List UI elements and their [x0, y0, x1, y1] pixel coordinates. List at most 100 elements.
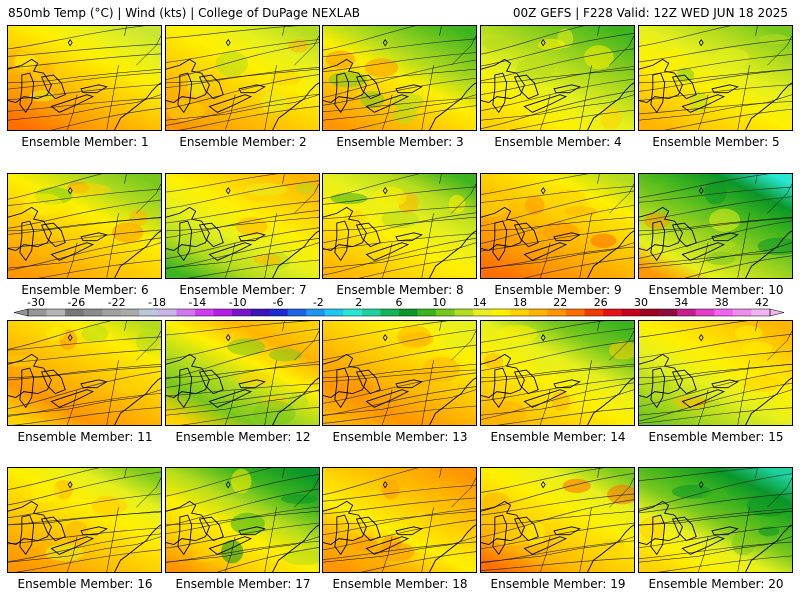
colorbar-tick-label: 10	[432, 296, 446, 309]
ensemble-member-label: Ensemble Member: 16	[17, 577, 153, 591]
ensemble-member-label: Ensemble Member: 1	[21, 135, 149, 149]
ensemble-member-label: Ensemble Member: 13	[332, 430, 468, 444]
ensemble-member-map	[322, 25, 477, 131]
colorbar-swatch	[324, 309, 344, 316]
colorbar-swatch	[584, 309, 604, 316]
ensemble-member-map	[638, 467, 793, 573]
ensemble-member-label: Ensemble Member: 19	[490, 577, 626, 591]
colorbar-swatch	[399, 309, 418, 316]
ensemble-member-label: Ensemble Member: 12	[175, 430, 311, 444]
colorbar-swatch	[120, 309, 140, 316]
colorbar-swatch	[640, 309, 660, 316]
ensemble-member-label: Ensemble Member: 6	[21, 283, 149, 297]
colorbar-swatch	[65, 309, 85, 316]
colorbar-swatch	[417, 309, 437, 316]
colorbar-swatch	[194, 309, 214, 316]
ensemble-member-map	[638, 25, 793, 131]
colorbar-swatch	[46, 309, 66, 316]
colorbar-swatch	[751, 309, 771, 316]
ensemble-member-map	[480, 173, 635, 279]
colorbar-tick-label: -22	[108, 296, 126, 309]
colorbar-tick-label: 14	[473, 296, 487, 309]
ensemble-member-label: Ensemble Member: 17	[175, 577, 311, 591]
colorbar-min-arrow	[13, 308, 29, 317]
ensemble-member-map	[165, 173, 320, 279]
colorbar-tick-label: -30	[27, 296, 45, 309]
colorbar-swatch	[695, 309, 715, 316]
ensemble-member-map	[7, 467, 162, 573]
ensemble-member-map	[480, 467, 635, 573]
colorbar-swatch	[732, 309, 752, 316]
ensemble-member-label: Ensemble Member: 9	[494, 283, 622, 297]
ensemble-member-map	[7, 320, 162, 426]
ensemble-member-map	[638, 173, 793, 279]
colorbar-swatch	[436, 309, 456, 316]
colorbar-tick-label: 6	[396, 296, 403, 309]
ensemble-member-label: Ensemble Member: 11	[17, 430, 153, 444]
ensemble-member-map	[322, 467, 477, 573]
colorbar-swatch	[658, 309, 678, 316]
colorbar-swatch	[250, 309, 270, 316]
colorbar-tick-label: -2	[313, 296, 324, 309]
colorbar-swatch	[565, 309, 585, 316]
colorbar-tick-label: -10	[229, 296, 247, 309]
colorbar-swatch	[232, 309, 251, 316]
ensemble-member-label: Ensemble Member: 14	[490, 430, 626, 444]
colorbar-swatch	[269, 309, 289, 316]
colorbar-swatch	[510, 309, 530, 316]
colorbar-swatch	[677, 309, 697, 316]
colorbar-swatch	[547, 309, 567, 316]
colorbar-swatch	[473, 309, 493, 316]
colorbar-swatch	[714, 309, 734, 316]
colorbar-tick-label: 34	[674, 296, 688, 309]
ensemble-member-map	[322, 173, 477, 279]
colorbar-swatch	[102, 309, 122, 316]
colorbar-swatch	[139, 309, 159, 316]
colorbar-tick-label: -6	[273, 296, 284, 309]
colorbar-swatch	[176, 309, 196, 316]
ensemble-member-map	[165, 467, 320, 573]
colorbar-swatch	[157, 309, 177, 316]
colorbar-tick-label: 18	[513, 296, 527, 309]
ensemble-member-map	[480, 25, 635, 131]
colorbar-swatch	[603, 309, 622, 316]
colorbar-swatch	[528, 309, 548, 316]
colorbar-swatch	[380, 309, 400, 316]
colorbar-tick-label: 26	[594, 296, 608, 309]
colorbar-tick-label: 22	[553, 296, 567, 309]
colorbar-swatch	[454, 309, 474, 316]
ensemble-member-label: Ensemble Member: 4	[494, 135, 622, 149]
ensemble-member-label: Ensemble Member: 15	[648, 430, 784, 444]
colorbar-swatch	[213, 309, 233, 316]
colorbar-tick-label: -18	[148, 296, 166, 309]
ensemble-member-map	[165, 320, 320, 426]
colorbar-tick-label: -26	[67, 296, 85, 309]
model-run-info: 00Z GEFS | F228 Valid: 12Z WED JUN 18 20…	[512, 6, 788, 20]
ensemble-member-label: Ensemble Member: 18	[332, 577, 468, 591]
ensemble-member-label: Ensemble Member: 8	[336, 283, 464, 297]
ensemble-member-label: Ensemble Member: 5	[652, 135, 780, 149]
ensemble-member-map	[638, 320, 793, 426]
ensemble-member-map	[322, 320, 477, 426]
colorbar-swatch	[83, 309, 103, 316]
ensemble-member-label: Ensemble Member: 20	[648, 577, 784, 591]
colorbar-max-arrow	[769, 308, 785, 317]
ensemble-member-label: Ensemble Member: 7	[179, 283, 307, 297]
ensemble-member-map	[7, 25, 162, 131]
ensemble-member-label: Ensemble Member: 10	[648, 283, 784, 297]
colorbar-tick-label: 2	[355, 296, 362, 309]
colorbar-tick-label: -14	[188, 296, 206, 309]
ensemble-member-label: Ensemble Member: 2	[179, 135, 307, 149]
colorbar-tick-label: 38	[715, 296, 729, 309]
ensemble-member-label: Ensemble Member: 3	[336, 135, 464, 149]
colorbar-swatch	[361, 309, 381, 316]
colorbar-swatch	[491, 309, 511, 316]
colorbar-swatch	[306, 309, 326, 316]
colorbar-tick-label: 30	[634, 296, 648, 309]
colorbar-swatch	[343, 309, 363, 316]
ensemble-member-map	[480, 320, 635, 426]
map-title: 850mb Temp (°C) | Wind (kts) | College o…	[8, 6, 361, 20]
ensemble-member-map	[165, 25, 320, 131]
ensemble-member-map	[7, 173, 162, 279]
temperature-colorbar: -30 -26 -22 -18 -14 -10 -6 -2 2 6 10 14 18 22 26 30 34 38…	[13, 296, 785, 317]
